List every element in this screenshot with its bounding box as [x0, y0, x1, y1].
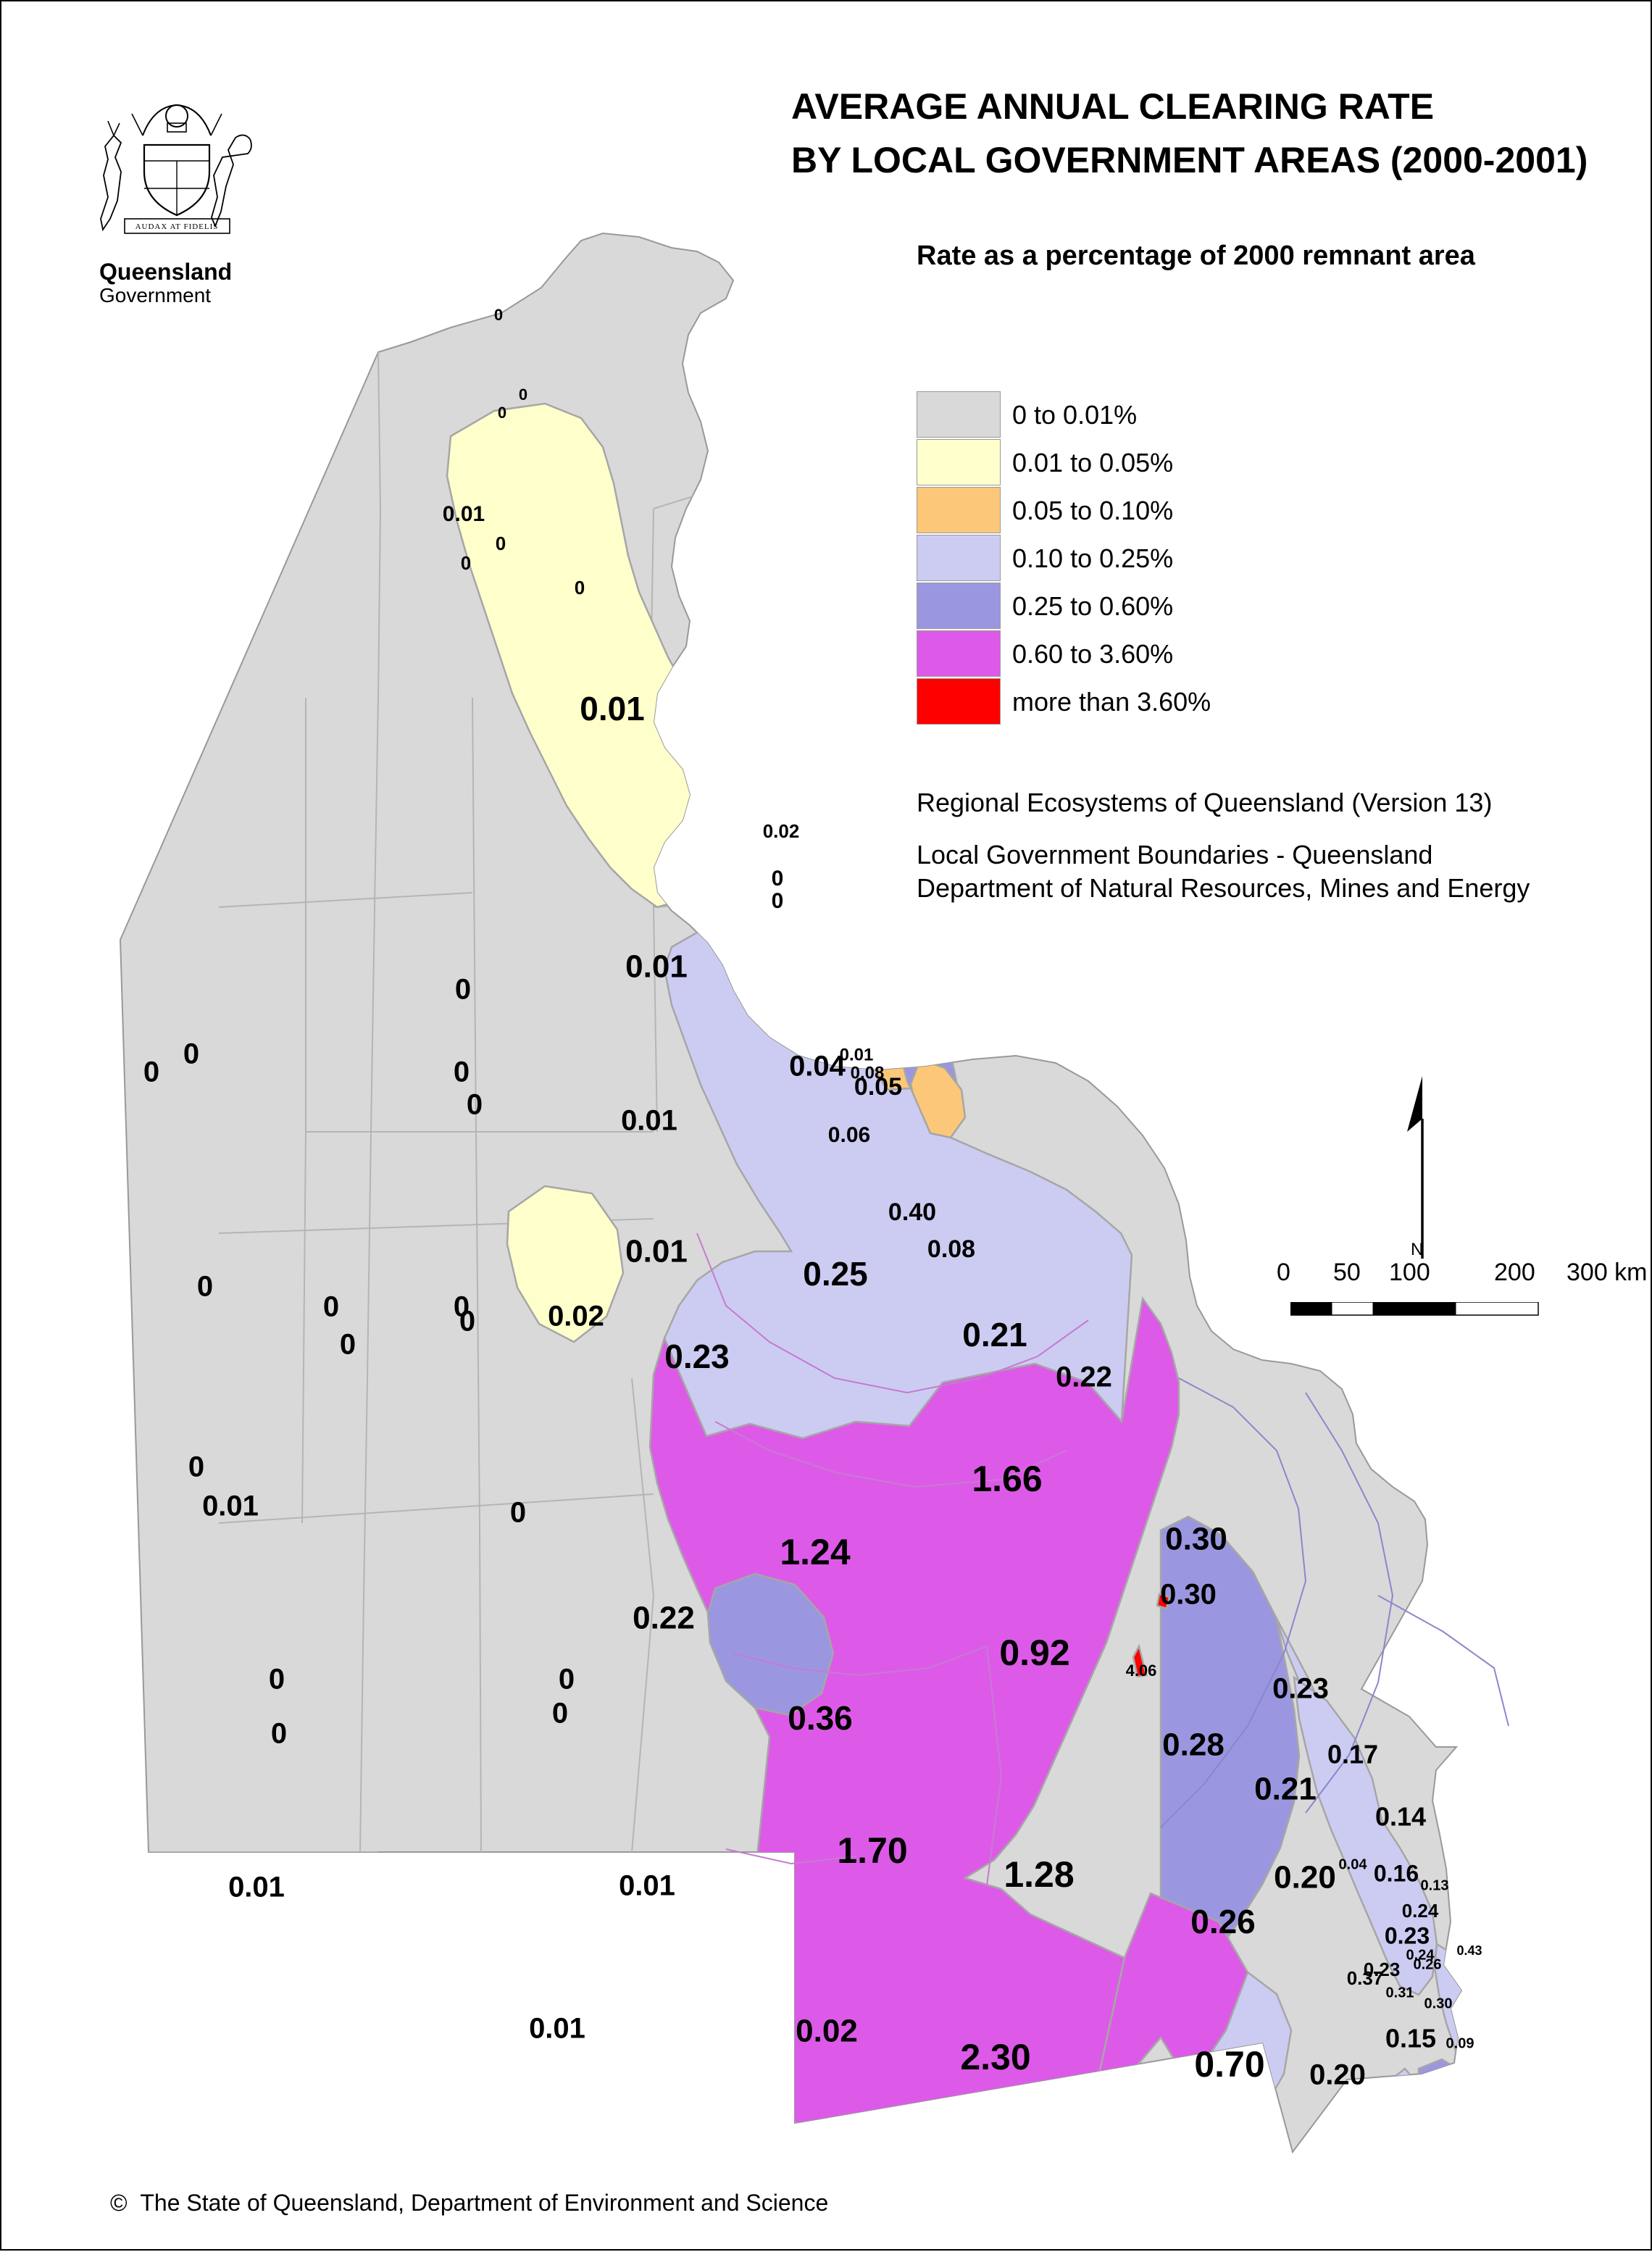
- svg-text:0.21: 0.21: [962, 1316, 1027, 1354]
- svg-text:0.23: 0.23: [1385, 1922, 1430, 1948]
- svg-text:1.28: 1.28: [1004, 1854, 1074, 1895]
- svg-text:0.23: 0.23: [1272, 1673, 1329, 1705]
- svg-text:0.14: 0.14: [1375, 1802, 1426, 1832]
- svg-text:1.24: 1.24: [780, 1532, 851, 1572]
- svg-text:0.43: 0.43: [1456, 1943, 1482, 1958]
- svg-text:0: 0: [496, 533, 506, 554]
- svg-text:0: 0: [197, 1271, 213, 1303]
- svg-text:0.30: 0.30: [1424, 1995, 1453, 2011]
- svg-text:0.36: 0.36: [788, 1699, 853, 1737]
- svg-text:0.01: 0.01: [625, 1234, 688, 1269]
- svg-text:0.15: 0.15: [1385, 2024, 1436, 2053]
- svg-text:0.01: 0.01: [619, 1870, 675, 1902]
- svg-text:0.01: 0.01: [529, 2013, 585, 2045]
- svg-text:0: 0: [454, 1056, 470, 1088]
- svg-text:0: 0: [510, 1497, 526, 1529]
- svg-text:0.01: 0.01: [580, 690, 645, 727]
- svg-text:0.30: 0.30: [1165, 1522, 1227, 1557]
- svg-text:0.01: 0.01: [840, 1045, 874, 1064]
- svg-text:0: 0: [269, 1664, 285, 1696]
- svg-text:0.01: 0.01: [228, 1872, 285, 1903]
- svg-text:0.02: 0.02: [548, 1301, 604, 1333]
- svg-text:0: 0: [559, 1664, 575, 1696]
- svg-text:0.26: 0.26: [1190, 1903, 1256, 1940]
- svg-text:0.01: 0.01: [443, 502, 485, 526]
- svg-text:0.22: 0.22: [1056, 1361, 1112, 1393]
- svg-text:0.13: 0.13: [1421, 1877, 1449, 1893]
- svg-text:0.20: 0.20: [1309, 2059, 1366, 2091]
- svg-text:0: 0: [323, 1291, 339, 1323]
- svg-text:1.70: 1.70: [837, 1830, 907, 1871]
- svg-text:0.24: 0.24: [1402, 1900, 1439, 1922]
- svg-text:0.01: 0.01: [202, 1490, 259, 1522]
- svg-text:0: 0: [271, 1718, 287, 1750]
- svg-text:0.23: 0.23: [1364, 1959, 1401, 1980]
- svg-text:0.24: 0.24: [1406, 1947, 1435, 1963]
- svg-text:0.01: 0.01: [625, 949, 688, 985]
- svg-text:0.22: 0.22: [633, 1601, 695, 1636]
- svg-text:0.16: 0.16: [1374, 1860, 1419, 1886]
- svg-text:0: 0: [183, 1038, 199, 1070]
- svg-text:0: 0: [552, 1698, 568, 1730]
- svg-text:0: 0: [498, 404, 506, 422]
- svg-text:0: 0: [519, 385, 527, 404]
- svg-text:1.66: 1.66: [972, 1459, 1042, 1499]
- svg-text:0: 0: [143, 1056, 159, 1088]
- svg-text:0.02: 0.02: [796, 2014, 858, 2049]
- svg-text:0.06: 0.06: [828, 1123, 870, 1147]
- svg-text:0.21: 0.21: [1254, 1772, 1317, 1807]
- svg-text:0: 0: [575, 577, 585, 599]
- svg-text:0: 0: [772, 867, 784, 891]
- svg-text:0.30: 0.30: [1160, 1579, 1217, 1611]
- svg-text:0.23: 0.23: [664, 1338, 730, 1375]
- svg-text:0.70: 0.70: [1194, 2044, 1264, 2085]
- svg-text:0: 0: [455, 974, 471, 1006]
- svg-text:0.25: 0.25: [803, 1255, 868, 1293]
- svg-text:0.20: 0.20: [1274, 1860, 1336, 1896]
- svg-text:0.02: 0.02: [763, 820, 800, 842]
- svg-text:0: 0: [188, 1451, 204, 1483]
- svg-text:0.04: 0.04: [1339, 1856, 1368, 1872]
- svg-text:0.31: 0.31: [1386, 1985, 1414, 2001]
- svg-text:0.09: 0.09: [1446, 2035, 1474, 2051]
- svg-text:0.04: 0.04: [789, 1051, 846, 1083]
- svg-text:0: 0: [461, 552, 471, 574]
- svg-text:0.92: 0.92: [999, 1632, 1069, 1673]
- svg-text:0: 0: [494, 306, 503, 324]
- svg-text:0.28: 0.28: [1162, 1727, 1225, 1763]
- svg-text:0: 0: [454, 1291, 470, 1323]
- svg-text:0: 0: [772, 889, 784, 913]
- svg-text:0: 0: [340, 1329, 356, 1361]
- svg-text:0.08: 0.08: [927, 1235, 975, 1263]
- svg-text:0.17: 0.17: [1327, 1740, 1378, 1769]
- svg-text:0.01: 0.01: [621, 1105, 677, 1137]
- svg-text:0: 0: [467, 1089, 483, 1121]
- svg-text:0.08: 0.08: [851, 1063, 885, 1083]
- svg-text:4.06: 4.06: [1126, 1661, 1157, 1680]
- svg-text:2.30: 2.30: [960, 2037, 1030, 2077]
- svg-text:0.40: 0.40: [888, 1198, 936, 1226]
